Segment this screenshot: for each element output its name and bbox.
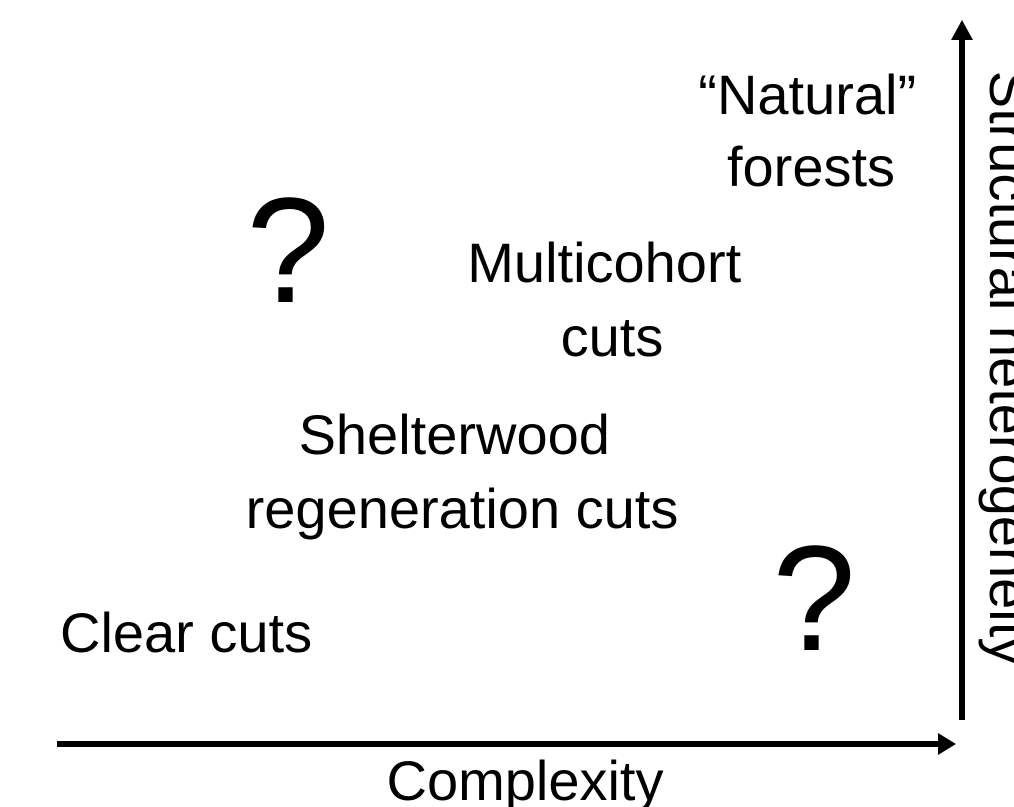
label-line: Shelterwood (299, 403, 610, 466)
natural-forests: “Natural” forests (698, 63, 931, 198)
y-arrowhead (951, 20, 973, 40)
label-line: regeneration cuts (246, 477, 679, 540)
label-line: “Natural” (698, 63, 916, 126)
x-axis-label: Complexity (387, 749, 664, 807)
question-mark: ? (772, 514, 855, 682)
x-arrowhead (938, 733, 956, 755)
label-line: forests (727, 135, 895, 198)
clear-cuts: Clear cuts (60, 601, 312, 664)
label-line: cuts (561, 305, 664, 368)
label-line: Clear cuts (60, 601, 312, 664)
y-axis-label: Structural heterogeneity (978, 71, 1014, 666)
multicohort-cuts: Multicohort cuts (467, 231, 756, 368)
label-line: Multicohort (467, 231, 741, 294)
question-mark: ? (246, 166, 329, 334)
shelterwood-cuts: Shelterwood regeneration cuts (246, 403, 679, 540)
